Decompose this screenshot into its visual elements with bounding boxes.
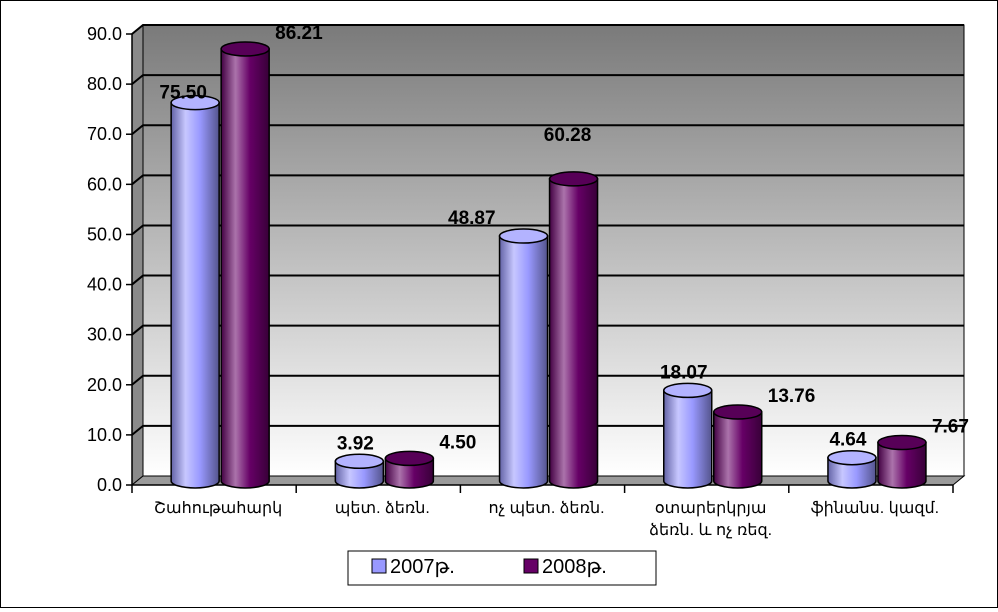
bar-body xyxy=(877,441,927,489)
data-label: 18.07 xyxy=(660,362,708,383)
y-tick-label: 10.0 xyxy=(87,425,122,445)
bar-top xyxy=(827,449,877,466)
y-tick-label: 0.0 xyxy=(97,475,122,495)
legend-swatch xyxy=(371,558,387,574)
gridline xyxy=(131,374,964,386)
x-category-label: ոչ պետ. ձեռն. xyxy=(488,500,604,517)
side-wall xyxy=(131,23,144,487)
bar-top xyxy=(663,382,713,399)
bar-top xyxy=(170,94,220,111)
legend-box xyxy=(347,550,657,586)
y-tick-label: 70.0 xyxy=(87,124,122,144)
x-category-label: Շահութահարկ xyxy=(154,500,282,517)
y-tick-label: 60.0 xyxy=(87,174,122,194)
bar-2008թ.-2 xyxy=(548,171,599,489)
y-tick-label: 50.0 xyxy=(87,224,122,244)
bar-body xyxy=(548,178,599,489)
bar-body xyxy=(713,411,763,489)
data-label: 13.76 xyxy=(768,386,816,407)
gridline xyxy=(131,274,964,286)
gridline xyxy=(131,124,964,135)
bar-top xyxy=(384,450,435,467)
gridline xyxy=(131,174,964,186)
data-label: 3.92 xyxy=(337,433,374,454)
gridline xyxy=(131,74,964,85)
data-label: 7.67 xyxy=(932,417,969,438)
bar-2007թ.-0 xyxy=(170,94,220,489)
bar-2008թ.-0 xyxy=(220,41,270,489)
bar-top xyxy=(220,41,270,57)
gridline xyxy=(131,224,964,236)
bar-2008թ.-4 xyxy=(877,434,927,489)
bar-body xyxy=(827,456,877,489)
x-category-label: ձեռն. և ոչ ռեզ. xyxy=(649,522,772,539)
data-label: 48.87 xyxy=(448,208,496,229)
bar-top xyxy=(877,434,927,451)
bar-body xyxy=(220,48,270,489)
bar-2008թ.-3 xyxy=(713,404,763,489)
gridline xyxy=(131,324,964,336)
data-label: 75.50 xyxy=(159,83,207,104)
bar-top xyxy=(498,228,549,244)
bar-2007թ.-3 xyxy=(663,382,713,489)
y-tick-label: 20.0 xyxy=(87,375,122,395)
data-label: 4.50 xyxy=(439,432,476,453)
bar-body xyxy=(170,101,220,489)
data-label: 86.21 xyxy=(275,23,323,44)
y-tick-label: 40.0 xyxy=(87,275,122,295)
bar-2007թ.-2 xyxy=(498,228,549,489)
bar-top xyxy=(334,453,385,470)
x-category-label: ֆինանս. կազմ. xyxy=(811,500,939,517)
x-category-label: պետ. ձեռն. xyxy=(335,500,430,517)
y-tick-label: 90.0 xyxy=(87,24,122,44)
data-label: 60.28 xyxy=(544,125,592,146)
legend-swatch xyxy=(523,558,539,574)
bar-2007թ.-4 xyxy=(827,449,877,489)
bar-top xyxy=(713,404,763,420)
y-tick-label: 30.0 xyxy=(87,325,122,345)
bar-2008թ.-1 xyxy=(384,450,435,489)
y-tick-label: 80.0 xyxy=(87,74,122,94)
legend-label: 2007թ. xyxy=(390,556,455,578)
legend-label: 2008թ. xyxy=(542,556,607,578)
bar-top xyxy=(548,171,599,187)
x-category-label: օտարերկրյա xyxy=(655,500,767,517)
bar-2007թ.-1 xyxy=(334,453,385,489)
data-label: 4.64 xyxy=(829,430,866,451)
bar-body xyxy=(663,389,713,489)
bar-body xyxy=(384,457,435,489)
gridline xyxy=(131,24,964,35)
bar-body xyxy=(498,235,549,489)
